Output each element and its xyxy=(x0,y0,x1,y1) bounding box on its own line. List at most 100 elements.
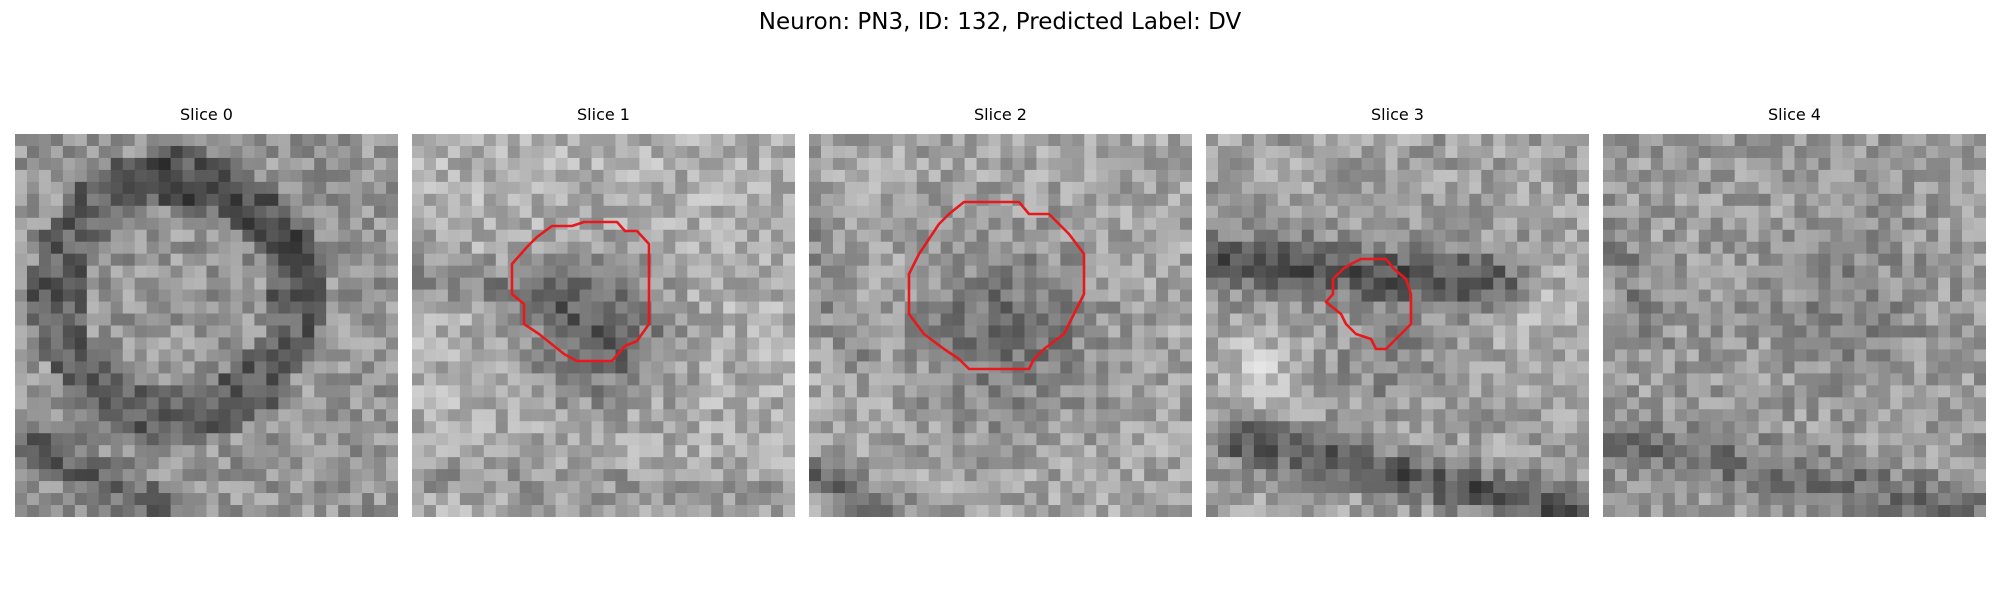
image-pixel xyxy=(1433,277,1446,291)
image-pixel xyxy=(663,433,676,446)
image-pixel xyxy=(1770,265,1784,279)
image-pixel xyxy=(1206,253,1219,267)
image-pixel xyxy=(1301,157,1315,171)
image-pixel xyxy=(832,145,846,159)
image-pixel xyxy=(1433,145,1446,159)
image-pixel xyxy=(1529,157,1542,171)
image-pixel xyxy=(278,265,291,279)
image-pixel xyxy=(1806,134,1820,147)
image-pixel xyxy=(1541,289,1554,303)
image-pixel xyxy=(459,421,473,434)
image-pixel xyxy=(302,169,315,183)
image-pixel xyxy=(1878,337,1891,351)
image-pixel xyxy=(880,385,894,398)
image-pixel xyxy=(374,193,387,207)
image-pixel xyxy=(519,409,533,422)
image-pixel xyxy=(1890,301,1903,315)
image-pixel xyxy=(1241,169,1255,183)
image-pixel xyxy=(1253,289,1267,303)
image-pixel xyxy=(1806,349,1820,363)
image-pixel xyxy=(856,385,870,398)
image-pixel xyxy=(1048,157,1061,171)
image-pixel xyxy=(1493,313,1506,327)
image-pixel xyxy=(591,217,605,231)
image-pixel xyxy=(1565,169,1578,183)
image-pixel xyxy=(916,421,930,434)
image-pixel xyxy=(1842,289,1855,303)
image-pixel xyxy=(15,265,28,279)
image-pixel xyxy=(290,325,303,339)
image-pixel xyxy=(1830,169,1843,183)
image-pixel xyxy=(1072,277,1085,291)
image-pixel xyxy=(543,181,557,195)
image-pixel xyxy=(1517,134,1530,147)
image-pixel xyxy=(1938,289,1951,303)
image-pixel xyxy=(1770,313,1784,327)
image-pixel xyxy=(412,421,425,434)
image-pixel xyxy=(1758,193,1772,207)
image-pixel xyxy=(1206,493,1219,506)
image-pixel xyxy=(591,325,605,339)
image-pixel xyxy=(868,325,882,339)
image-pixel xyxy=(146,325,160,339)
image-pixel xyxy=(1842,145,1855,159)
image-pixel xyxy=(110,301,124,315)
image-pixel xyxy=(519,145,533,159)
image-pixel xyxy=(1902,337,1915,351)
image-pixel xyxy=(651,169,664,183)
image-pixel xyxy=(1349,385,1363,398)
image-pixel xyxy=(230,445,244,458)
image-pixel xyxy=(423,301,437,315)
image-pixel xyxy=(1108,337,1121,351)
image-pixel xyxy=(856,205,870,219)
image-pixel xyxy=(820,481,834,494)
image-pixel xyxy=(603,134,617,147)
image-pixel xyxy=(158,145,172,159)
image-pixel xyxy=(1842,265,1855,279)
image-pixel xyxy=(603,337,617,351)
image-pixel xyxy=(1036,241,1049,255)
image-pixel xyxy=(62,493,76,506)
image-pixel xyxy=(651,181,664,195)
image-pixel xyxy=(290,469,303,482)
image-pixel xyxy=(1710,421,1724,434)
image-pixel xyxy=(1469,385,1482,398)
image-pixel xyxy=(471,134,485,147)
image-pixel xyxy=(1144,373,1157,386)
image-pixel xyxy=(880,145,894,159)
image-pixel xyxy=(1457,361,1470,374)
image-pixel xyxy=(1866,169,1879,183)
image-pixel xyxy=(711,134,724,147)
image-pixel xyxy=(182,217,196,231)
image-pixel xyxy=(1806,397,1820,410)
image-pixel xyxy=(1818,181,1832,195)
image-pixel xyxy=(1866,241,1879,255)
image-pixel xyxy=(122,349,136,363)
image-pixel xyxy=(1120,301,1133,315)
image-pixel xyxy=(122,301,136,315)
image-pixel xyxy=(988,193,1002,207)
image-pixel xyxy=(110,169,124,183)
image-pixel xyxy=(1361,457,1375,470)
image-pixel xyxy=(266,397,279,410)
image-pixel xyxy=(519,134,533,147)
image-pixel xyxy=(1325,313,1339,327)
image-pixel xyxy=(759,325,772,339)
image-pixel xyxy=(1048,337,1061,351)
image-pixel xyxy=(1060,493,1073,506)
image-pixel xyxy=(1650,193,1664,207)
image-pixel xyxy=(1229,397,1243,410)
image-pixel xyxy=(1409,134,1423,147)
image-pixel xyxy=(1385,433,1399,446)
image-pixel xyxy=(892,241,906,255)
image-pixel xyxy=(723,421,736,434)
image-pixel xyxy=(1517,397,1530,410)
image-pixel xyxy=(1325,229,1339,243)
image-pixel xyxy=(1012,445,1026,458)
image-pixel xyxy=(1409,469,1423,482)
image-pixel xyxy=(290,337,303,351)
image-pixel xyxy=(1603,445,1616,458)
image-pixel xyxy=(1650,445,1664,458)
image-pixel xyxy=(1168,493,1181,506)
image-pixel xyxy=(1529,241,1542,255)
